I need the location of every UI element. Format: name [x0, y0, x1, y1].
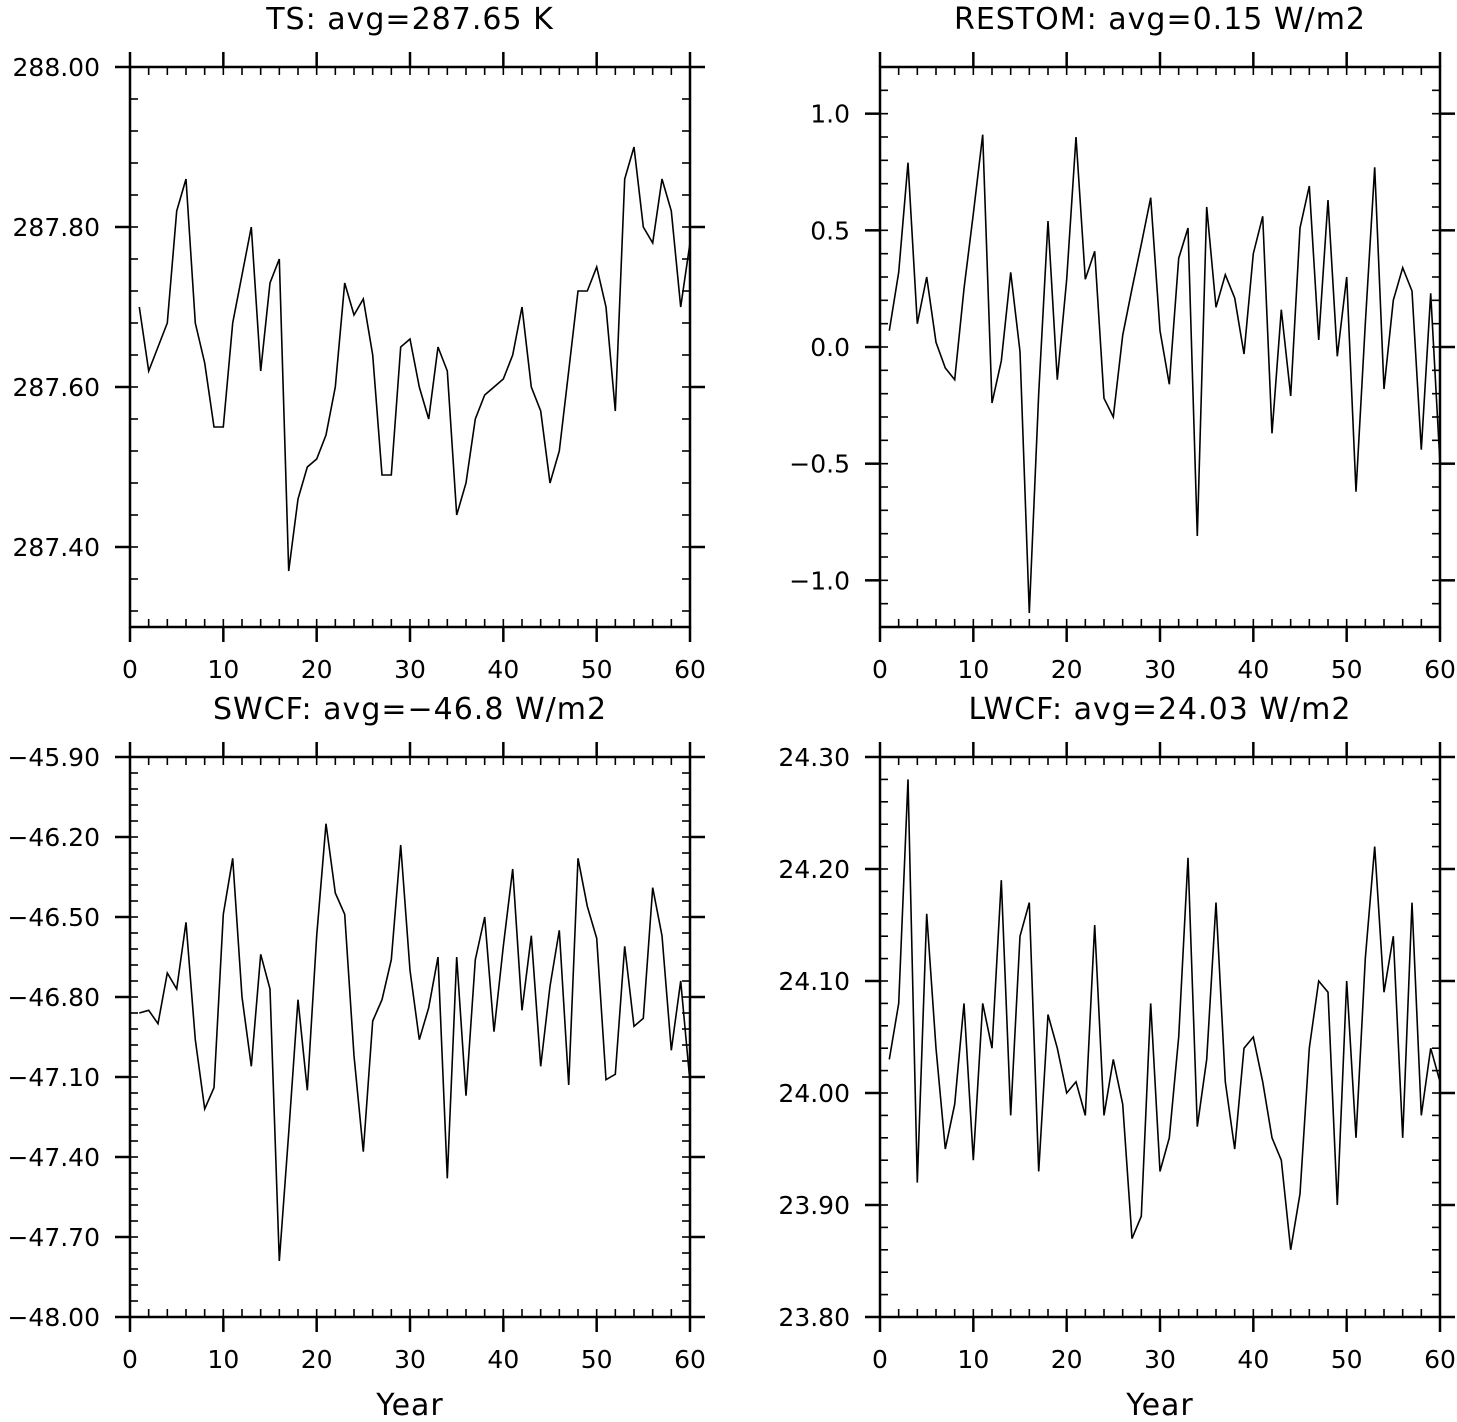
y-tick-label: 0.5: [810, 216, 850, 245]
x-tick-label: 50: [581, 655, 613, 684]
y-tick-label: 24.10: [778, 967, 850, 996]
y-tick-label: −45.90: [7, 743, 100, 772]
chart-panel-2: RESTOM: avg=0.15 W/m2 1.0 0.5 0.0 −0.5 −1.0 0 1…: [789, 2, 1456, 684]
y-tick-label: 287.80: [13, 213, 100, 242]
x-tick-label: 10: [957, 1345, 989, 1374]
y-tick-label: −47.70: [7, 1223, 100, 1252]
y-tick-label: −47.10: [7, 1063, 100, 1092]
x-tick-label: 30: [394, 655, 426, 684]
y-tick-label: −47.40: [7, 1143, 100, 1172]
x-tick-label: 0: [122, 655, 138, 684]
x-tick-label: 50: [581, 1345, 613, 1374]
chart-title: RESTOM: avg=0.15 W/m2: [954, 2, 1366, 37]
x-tick-label: 50: [1331, 1345, 1363, 1374]
x-tick-label: 40: [487, 1345, 519, 1374]
x-tick-label: 20: [1051, 1345, 1083, 1374]
chart-title: SWCF: avg=−46.8 W/m2: [213, 692, 607, 727]
y-tick-label: 24.30: [778, 743, 850, 772]
x-tick-label: 60: [1424, 1345, 1456, 1374]
x-tick-label: 20: [1051, 655, 1083, 684]
y-tick-label: 24.20: [778, 855, 850, 884]
chart-title: TS: avg=287.65 K: [265, 2, 554, 37]
x-tick-label: 10: [207, 655, 239, 684]
x-tick-label: 40: [1237, 1345, 1269, 1374]
x-tick-label: 30: [1144, 655, 1176, 684]
chart-panel-1: TS: avg=287.65 K 288.00 287.80 287.60 287.40…: [13, 2, 706, 684]
chart-panel-3: SWCF: avg=−46.8 W/m2 −45.90 −46.20 −46.50 −4…: [7, 692, 706, 1422]
x-tick-label: 60: [674, 655, 706, 684]
y-tick-label: 287.60: [13, 373, 100, 402]
y-tick-label: 1.0: [810, 100, 850, 129]
x-tick-label: 60: [674, 1345, 706, 1374]
y-tick-label: 0.0: [810, 333, 850, 362]
y-tick-label: −46.20: [7, 823, 100, 852]
x-tick-label: 40: [487, 655, 519, 684]
x-tick-label: 60: [1424, 655, 1456, 684]
plot-frame: [878, 755, 1442, 1319]
y-tick-label: −46.80: [7, 983, 100, 1012]
y-tick-label: 288.00: [13, 53, 100, 82]
x-tick-label: 40: [1237, 655, 1269, 684]
y-tick-label: 23.90: [778, 1191, 850, 1220]
chart-title: LWCF: avg=24.03 W/m2: [969, 692, 1352, 727]
y-tick-label: −48.00: [7, 1303, 100, 1332]
x-tick-label: 10: [207, 1345, 239, 1374]
x-axis-label: Year: [1125, 1388, 1194, 1417]
plot-frame: [878, 65, 1442, 629]
chart-panel-4: LWCF: avg=24.03 W/m2 24.30 24.20 24.10 24.00…: [778, 692, 1456, 1422]
series-line-1: [139, 823, 690, 1262]
series-line-1: [888, 134, 1440, 614]
y-tick-label: −1.0: [789, 566, 850, 595]
x-tick-label: 20: [301, 655, 333, 684]
x-tick-label: 0: [122, 1345, 138, 1374]
x-tick-label: 50: [1331, 655, 1363, 684]
x-tick-label: 10: [957, 655, 989, 684]
y-tick-label: 287.40: [13, 533, 100, 562]
x-tick-label: 20: [301, 1345, 333, 1374]
plot-frame: [128, 755, 692, 1319]
y-tick-label: 23.80: [778, 1303, 850, 1332]
x-tick-label: 30: [394, 1345, 426, 1374]
y-tick-label: −0.5: [789, 450, 850, 479]
y-tick-label: 24.00: [778, 1079, 850, 1108]
x-axis-label: Year: [375, 1388, 444, 1417]
series-line-1: [888, 779, 1440, 1250]
x-tick-label: 30: [1144, 1345, 1176, 1374]
x-tick-label: 0: [872, 655, 888, 684]
plot-frame: [128, 65, 692, 629]
series-line-1: [138, 146, 690, 572]
x-tick-label: 0: [872, 1345, 888, 1374]
y-tick-label: −46.50: [7, 903, 100, 932]
